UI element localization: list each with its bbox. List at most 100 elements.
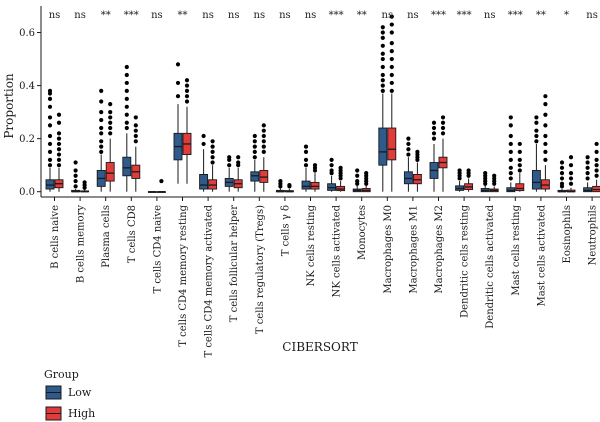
outlier-point (559, 165, 565, 170)
outlier-point (559, 171, 565, 176)
significance-label: ns (586, 10, 598, 21)
outlier-point (440, 131, 446, 136)
significance-label: ns (254, 10, 266, 21)
x-category-label: NK cells activated (332, 204, 343, 297)
box (105, 162, 115, 182)
outlier-point (108, 110, 113, 115)
series-low (45, 25, 593, 193)
box (583, 187, 593, 193)
outlier-point (389, 88, 394, 93)
x-category-label: B cells naive (50, 205, 61, 269)
y-axis: 0.0 0.2 0.4 0.6 (19, 6, 42, 198)
outlier-point (508, 157, 513, 162)
outlier-point (47, 96, 53, 101)
outlier-point (517, 168, 522, 173)
outlier-point (124, 120, 129, 125)
box (45, 179, 55, 190)
x-axis-title: CIBERSORT (282, 340, 357, 354)
outlier-point (559, 181, 565, 186)
x-axis: B cells naive B cells memory Plasma cells T… (41, 196, 600, 358)
significance-label: ns (74, 10, 86, 21)
outlier-point (517, 157, 522, 162)
outlier-point (431, 136, 437, 141)
significance-label: ns (202, 10, 214, 21)
significance-label: *** (508, 10, 523, 21)
outlier-point (329, 157, 334, 162)
significance-label: ns (228, 10, 240, 21)
outlier-point (338, 165, 343, 170)
outlier-point (175, 62, 181, 67)
x-category-label: T cells follicular helper (229, 205, 240, 322)
outlier-point (543, 149, 548, 155)
x-category-label: B cells memory (76, 205, 87, 283)
outlier-point (380, 64, 385, 70)
outlier-point (380, 56, 385, 62)
significance-label: *** (124, 10, 139, 21)
outlier-point (184, 99, 190, 104)
significance-label: ns (305, 10, 317, 21)
outlier-point (227, 155, 232, 160)
outlier-point (594, 149, 599, 155)
outlier-point (175, 80, 181, 86)
significance-label: ns (279, 10, 291, 21)
x-category-label: Eosinophils (562, 205, 573, 263)
outlier-point (585, 176, 590, 181)
outlier-point (73, 184, 78, 189)
outlier-point (594, 173, 599, 178)
outlier-point (406, 152, 411, 157)
outlier-point (133, 123, 138, 128)
outlier-point (594, 163, 599, 168)
box (199, 174, 209, 190)
outlier-point (534, 115, 539, 120)
outlier-point (210, 155, 215, 160)
outlier-point (406, 141, 411, 147)
outlier-point (82, 180, 87, 185)
box (387, 127, 397, 161)
outlier-point (287, 182, 292, 188)
outlier-point (568, 155, 574, 160)
outlier-point (380, 30, 385, 35)
box (301, 180, 311, 190)
box (403, 171, 413, 185)
outlier-point (543, 123, 548, 128)
outlier-point (543, 157, 548, 162)
outlier-point (534, 139, 539, 144)
outlier-point (440, 120, 446, 125)
legend-title: Group (44, 368, 79, 381)
outlier-point (508, 133, 513, 139)
x-category-label: T cells CD4 memory resting (178, 204, 189, 346)
outlier-point (124, 72, 129, 78)
box (259, 170, 269, 183)
outlier-point (261, 149, 266, 155)
outlier-point (312, 163, 318, 168)
outlier-point (47, 149, 53, 155)
outlier-point (534, 120, 539, 125)
outlier-point (517, 163, 522, 168)
outlier-point (47, 123, 53, 128)
box (327, 183, 337, 191)
outlier-point (124, 96, 129, 101)
significance-label: ns (49, 10, 61, 21)
outlier-point (56, 147, 62, 152)
outlier-point (585, 160, 590, 165)
outlier-point (56, 141, 62, 147)
outlier-point (99, 110, 104, 115)
x-category-label: Mast cells activated (536, 204, 547, 306)
outlier-point (389, 80, 394, 86)
outlier-point (483, 171, 488, 176)
outlier-point (99, 117, 104, 123)
x-category-label: T cells CD8 (127, 205, 138, 263)
outlier-point (278, 178, 283, 184)
outlier-point (56, 152, 62, 157)
outlier-point (389, 22, 394, 27)
x-category-label: T cells CD4 naive (152, 205, 163, 294)
outlier-point (47, 88, 53, 93)
outlier-point (380, 43, 385, 48)
outlier-point (568, 171, 574, 176)
y-tick-label: 0.0 (19, 187, 35, 198)
x-category-label: T cells CD4 memory activated (204, 204, 215, 357)
x-category-label: Dendritic cells activated (485, 204, 496, 328)
series-high (54, 14, 600, 193)
outlier-point (261, 144, 266, 149)
outlier-point (252, 149, 257, 155)
